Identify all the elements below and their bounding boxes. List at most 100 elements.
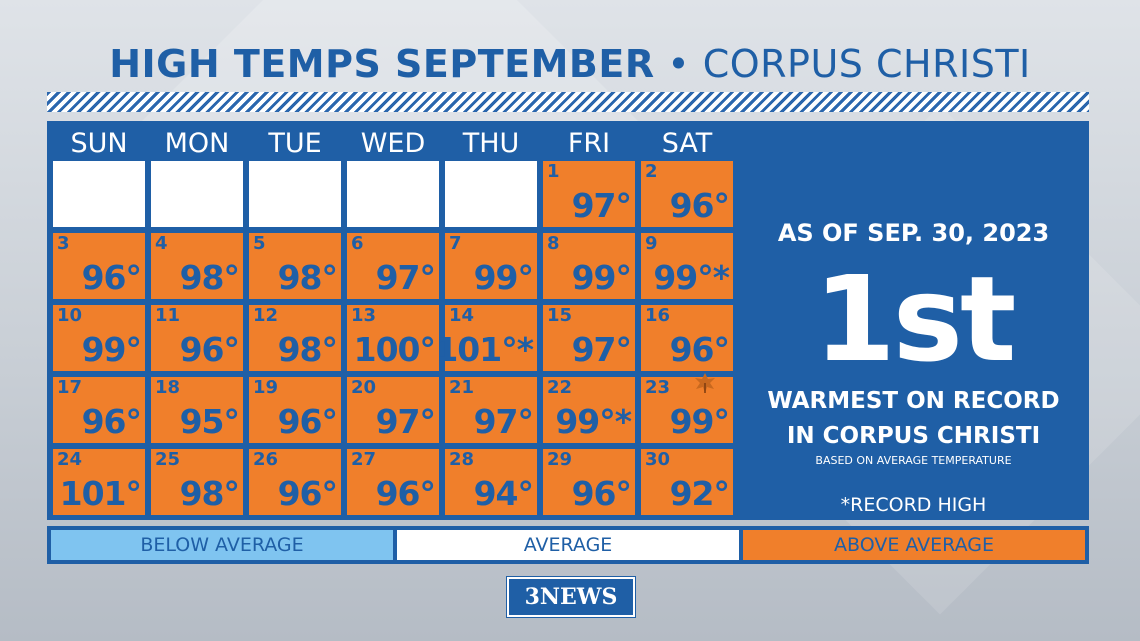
high-temperature: 99°	[669, 402, 730, 441]
day-header-fri: FRI	[567, 128, 611, 159]
day-cell: 9 99°*	[641, 233, 733, 299]
high-temperature: 96°	[81, 402, 142, 441]
day-number: 5	[253, 233, 266, 254]
legend-below-average: BELOW AVERAGE	[51, 530, 393, 560]
high-temperature: 96°	[669, 186, 730, 225]
day-number: 1	[547, 161, 560, 182]
day-header-mon: MON	[164, 128, 230, 159]
day-number: 3	[57, 233, 70, 254]
day-number: 4	[155, 233, 168, 254]
day-cell: 11 96°	[151, 305, 243, 371]
empty-day-cell	[249, 161, 341, 227]
rank-description-line2: IN CORPUS CHRISTI	[786, 423, 1041, 449]
color-legend: BELOW AVERAGE AVERAGE ABOVE AVERAGE	[47, 526, 1089, 564]
high-temperature: 96°	[571, 474, 632, 513]
day-number: 2	[645, 161, 658, 182]
day-cell: 22 99°*	[543, 377, 635, 443]
day-number: 10	[57, 305, 83, 326]
day-cell: 20 97°	[347, 377, 439, 443]
day-cell: 19 96°	[249, 377, 341, 443]
day-header-sat: SAT	[661, 128, 713, 159]
high-temperature: 96°	[277, 402, 338, 441]
day-number: 9	[645, 233, 658, 254]
day-cell: 18 95°	[151, 377, 243, 443]
high-temperature: 99°*	[555, 402, 632, 441]
day-header-wed: WED	[360, 128, 426, 159]
day-cell: 16 96°	[641, 305, 733, 371]
rank-value: 1st	[813, 250, 1017, 388]
day-cell: 12 98°	[249, 305, 341, 371]
day-number: 26	[253, 449, 279, 470]
day-cell: 13 100°	[347, 305, 439, 371]
day-number: 18	[155, 377, 181, 398]
record-high-note: *RECORD HIGH	[840, 494, 987, 516]
empty-day-cell	[151, 161, 243, 227]
as-of-date: AS OF SEP. 30, 2023	[777, 219, 1050, 247]
day-cell: 29 96°	[543, 449, 635, 515]
legend-average: AVERAGE	[397, 530, 739, 560]
day-cell: 15 97°	[543, 305, 635, 371]
day-number: 24	[57, 449, 83, 470]
empty-day-cell	[445, 161, 537, 227]
day-number: 16	[645, 305, 671, 326]
day-cell: 3 96°	[53, 233, 145, 299]
day-cell: 7 99°	[445, 233, 537, 299]
day-number: 28	[449, 449, 475, 470]
high-temperature: 95°	[179, 402, 240, 441]
rank-basis-note: BASED ON AVERAGE TEMPERATURE	[815, 454, 1012, 467]
high-temperature: 99°*	[653, 258, 730, 297]
day-cell: 14 101°*	[435, 305, 537, 371]
high-temperature: 96°	[375, 474, 436, 513]
day-cell: 27 96°	[347, 449, 439, 515]
day-cell: 23 99°	[641, 377, 733, 443]
day-number: 15	[547, 305, 573, 326]
high-temperature: 98°	[277, 258, 338, 297]
day-number: 11	[155, 305, 181, 326]
high-temperature: 97°	[375, 402, 436, 441]
day-cell: 24 101°	[53, 449, 145, 515]
day-number: 12	[253, 305, 279, 326]
day-cell: 25 98°	[151, 449, 243, 515]
page-title: HIGH TEMPS SEPTEMBER • CORPUS CHRISTI	[0, 42, 1140, 86]
day-cell: 5 98°	[249, 233, 341, 299]
title-main: HIGH TEMPS SEPTEMBER	[109, 42, 655, 86]
day-number: 6	[351, 233, 364, 254]
day-cell: 26 96°	[249, 449, 341, 515]
day-number: 8	[547, 233, 560, 254]
day-header-tue: TUE	[268, 128, 322, 159]
autumn-leaf-icon	[695, 373, 715, 393]
day-cell: 1 97°	[543, 161, 635, 227]
day-number: 19	[253, 377, 279, 398]
day-number: 30	[645, 449, 671, 470]
high-temperature: 101°	[59, 474, 142, 513]
rank-description-line1: WARMEST ON RECORD	[767, 388, 1060, 414]
high-temperature: 99°	[571, 258, 632, 297]
high-temperature: 98°	[179, 258, 240, 297]
day-number: 25	[155, 449, 181, 470]
high-temperature: 96°	[81, 258, 142, 297]
high-temperature: 99°	[473, 258, 534, 297]
title-city: CORPUS CHRISTI	[702, 42, 1031, 86]
high-temperature: 96°	[277, 474, 338, 513]
high-temperature: 94°	[473, 474, 534, 513]
day-number: 17	[57, 377, 83, 398]
legend-above-average: ABOVE AVERAGE	[743, 530, 1085, 560]
day-cell: 21 97°	[445, 377, 537, 443]
day-number: 22	[547, 377, 573, 398]
hatch-divider	[47, 92, 1089, 112]
day-cell: 2 96°	[641, 161, 733, 227]
title-separator: •	[667, 42, 691, 86]
high-temperature: 97°	[571, 330, 632, 369]
day-cell: 17 96°	[53, 377, 145, 443]
high-temperature: 98°	[179, 474, 240, 513]
empty-day-cell	[347, 161, 439, 227]
high-temperature: 96°	[669, 330, 730, 369]
day-number: 13	[351, 305, 377, 326]
high-temperature: 98°	[277, 330, 338, 369]
day-cell: 30 92°	[641, 449, 733, 515]
day-number: 29	[547, 449, 573, 470]
day-number: 14	[449, 305, 475, 326]
high-temperature: 100°	[353, 330, 436, 369]
high-temperature: 97°	[571, 186, 632, 225]
day-cell: 4 98°	[151, 233, 243, 299]
